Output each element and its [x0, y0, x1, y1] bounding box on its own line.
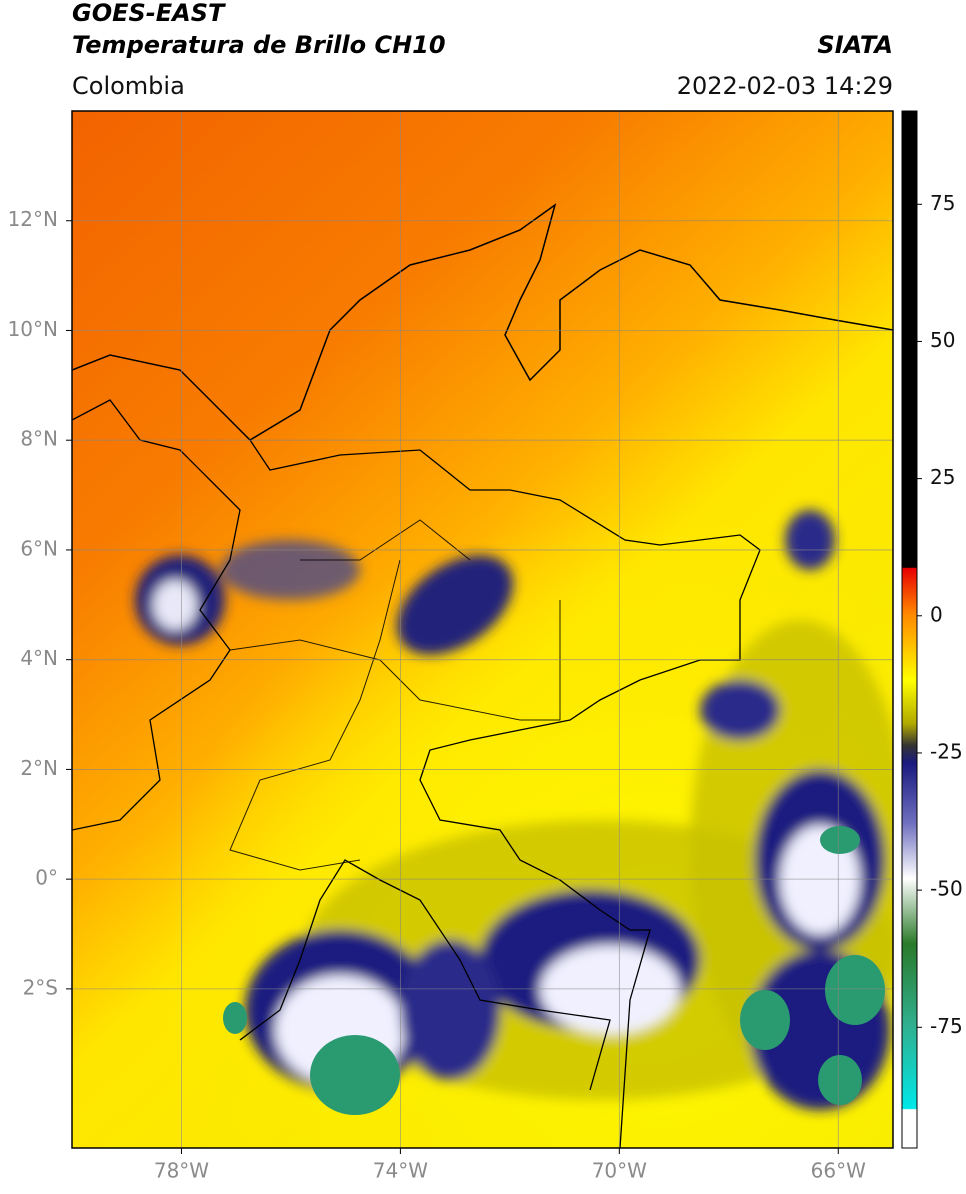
colorbar-tick-label: 25 — [930, 465, 955, 489]
colorbar-tick-label: -25 — [930, 739, 963, 763]
x-tick-label: 70°W — [592, 1159, 647, 1183]
y-tick-label: 6°N — [20, 536, 58, 560]
colorbar-tick-label: -75 — [930, 1014, 963, 1038]
x-tick-label: 74°W — [373, 1159, 428, 1183]
y-tick-label: 10°N — [8, 317, 58, 341]
map-image — [72, 111, 893, 1148]
colorbar-tick-label: 0 — [930, 602, 943, 626]
colorbar-tick-label: -50 — [930, 877, 963, 901]
subtitle: Temperatura de Brillo CH10 — [72, 31, 446, 59]
y-tick-label: 2°N — [20, 756, 58, 780]
map-frame — [71, 110, 894, 1149]
x-tick-label: 66°W — [811, 1159, 866, 1183]
y-tick-label: 8°N — [20, 427, 58, 451]
colorbar-tick-label: 50 — [930, 328, 955, 352]
grid — [72, 111, 893, 1148]
x-tick-label: 78°W — [154, 1159, 209, 1183]
source: SIATA — [817, 31, 893, 59]
colorbar-tick-label: 75 — [930, 191, 955, 215]
y-tick-label: 4°N — [20, 646, 58, 670]
y-tick-label: 12°N — [8, 207, 58, 231]
datetime: 2022-02-03 14:29 — [677, 72, 893, 100]
title: GOES-EAST — [72, 0, 226, 27]
region: Colombia — [72, 72, 185, 100]
y-tick-label: 0° — [35, 866, 58, 890]
colorbar — [901, 110, 918, 1149]
y-tick-label: 2°S — [23, 975, 58, 999]
